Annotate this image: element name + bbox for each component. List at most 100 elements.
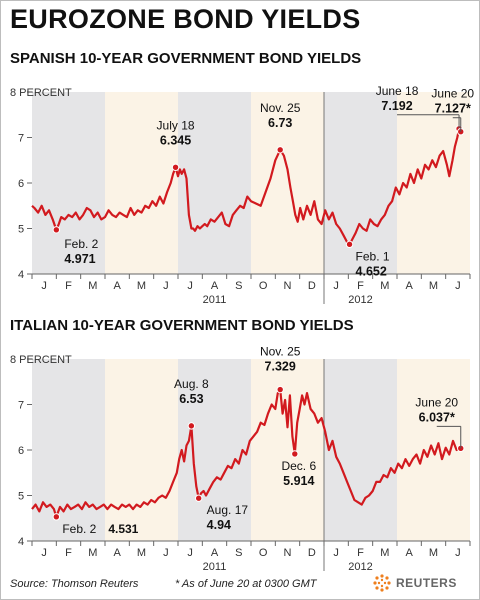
annotation-value: 4.652 [356,264,387,278]
reuters-logo-icon [373,574,391,592]
annotation-dot [345,240,354,249]
annotation-label: June 20 [431,87,474,101]
x-tick-label: J [333,280,339,292]
spain-bond-yield-chart: 4 5 6 7 8 PERCENT J F M A M J J A S O N D J F M A M J 2011 2012 F… [10,84,474,304]
annotation-value: 7.192 [381,99,412,113]
x-tick-label: M [380,547,389,559]
annotation-dot [52,513,61,521]
footnote: * As of June 20 at 0300 GMT [175,578,317,590]
x-tick-label: O [259,547,268,559]
annotation-dot [171,163,180,172]
annotation-label: Aug. 8 [174,377,209,391]
x-tick-label: J [163,547,169,559]
year-label: 2011 [203,294,227,304]
annotation-value: 7.329 [265,360,296,374]
quarter-shade [105,359,178,541]
annotation-value: 6.73 [268,116,292,130]
series-line [31,388,462,518]
x-tick-label: F [65,280,72,292]
x-tick-label: S [235,280,242,292]
annotation-value: 5.914 [283,474,314,488]
italy-bond-yield-chart: 4 5 6 7 8 PERCENT J F M A M J J A S O N D J F M A M J 2011 2012 F… [10,345,471,571]
x-tick-label: D [308,547,316,559]
x-tick-label: M [380,280,389,292]
x-tick-label: J [41,280,47,292]
annotation-dot [276,146,284,154]
year-label: 2012 [348,561,372,571]
annotation-label: June 20 [415,395,458,409]
annotation-value: 6.53 [179,392,203,406]
x-tick-label: M [137,280,146,292]
x-tick-label: M [88,547,97,559]
quarter-shade [397,92,470,274]
y-tick-label: 7 [18,400,24,412]
x-tick-label: F [357,280,364,292]
y-tick-label: 4 [18,536,24,548]
annotation-label: Aug. 17 [207,503,249,517]
x-tick-label: J [187,280,193,292]
x-tick-label: A [113,280,121,292]
x-tick-label: J [455,280,461,292]
x-tick-label: M [88,280,97,292]
annotation-value: 6.037* [419,410,455,424]
quarter-shade [32,92,105,274]
annotation-value: 7.127* [435,102,471,116]
annotation-label: Feb. 2 [64,237,98,251]
annotation-label: Dec. 6 [281,459,316,473]
annotation-dot [276,385,284,394]
year-label: 2011 [203,561,227,571]
y-axis-unit-label: 8 PERCENT [10,354,72,366]
x-tick-label: J [187,547,193,559]
x-tick-label: A [113,547,121,559]
annotation-label: Nov. 25 [260,345,301,359]
y-axis-unit-label: 8 PERCENT [10,87,72,99]
spain-chart-title: SPANISH 10-YEAR GOVERNMENT BOND YIELDS [10,50,362,67]
x-tick-label: A [405,280,413,292]
x-tick-label: A [405,547,413,559]
x-tick-label: M [137,547,146,559]
annotation-label: Feb. 2 [62,522,96,536]
italy-chart-title: ITALIAN 10-YEAR GOVERNMENT BOND YIELDS [10,317,354,334]
x-tick-label: J [163,280,169,292]
x-tick-label: A [211,280,219,292]
x-tick-label: F [65,547,72,559]
page-title: EUROZONE BOND YIELDS [10,4,361,34]
x-tick-label: N [284,547,292,559]
x-tick-label: J [333,547,339,559]
quarter-shade [178,359,251,541]
quarter-shade [105,92,178,274]
annotation-dot [187,422,196,430]
x-tick-label: S [235,547,242,559]
x-tick-label: M [429,280,438,292]
annotation-value: 4.94 [207,518,231,532]
annotation-dot [194,494,203,502]
annotation-label: Feb. 1 [356,249,390,263]
x-tick-label: J [455,547,461,559]
year-label: 2012 [348,294,372,304]
y-tick-label: 7 [18,133,24,145]
quarter-shade [32,359,105,541]
y-tick-label: 5 [18,491,24,503]
quarter-shade [251,359,324,541]
x-tick-label: J [41,547,47,559]
x-tick-label: F [357,547,364,559]
quarter-shade [324,92,397,274]
annotation-label: Nov. 25 [260,101,301,115]
annotation-label: June 18 [376,84,419,98]
annotation-value: 4.971 [64,252,95,266]
x-tick-label: O [259,280,268,292]
y-tick-label: 6 [18,445,24,457]
x-tick-label: M [429,547,438,559]
quarter-shade [178,92,251,274]
quarter-shade [324,359,397,541]
annotation-dot [52,226,61,234]
x-tick-label: N [284,280,292,292]
x-tick-label: A [211,547,219,559]
series-line [31,127,462,246]
y-tick-label: 4 [18,269,24,281]
annotation-value: 6.345 [160,133,191,147]
reuters-logo: REUTERS [372,573,476,593]
x-tick-label: D [308,280,316,292]
reuters-logo-text: REUTERS [396,576,457,590]
annotation-dot [291,450,299,458]
